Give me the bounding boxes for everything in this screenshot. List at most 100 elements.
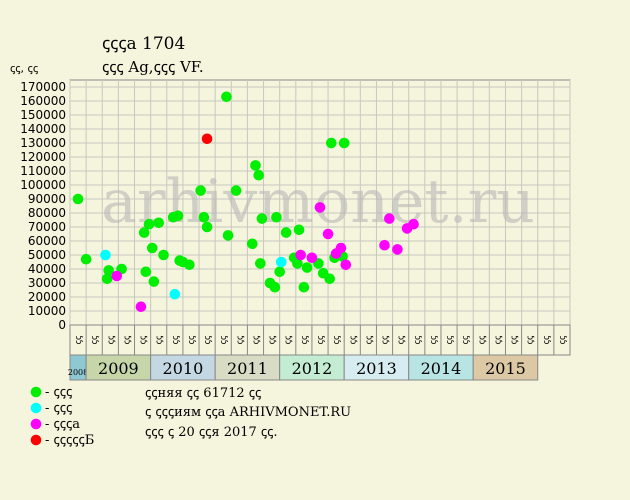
quarter-label: ꞔꞔ bbox=[445, 335, 455, 344]
quarter-label: ꞔꞔ bbox=[348, 335, 358, 344]
quarter-label: ꞔꞔ bbox=[139, 335, 149, 344]
data-point bbox=[100, 249, 111, 261]
data-point bbox=[271, 211, 282, 223]
year-label: 2011 bbox=[227, 359, 268, 378]
chart-subtitle: ꞔꞔꞔ Ag,ꞔꞔꞔ VF. bbox=[102, 58, 204, 76]
data-point bbox=[295, 249, 306, 261]
y-tick-label: 120000 bbox=[20, 150, 66, 164]
info-line-source: ꞔ ꞔꞔꞔиям ꞔꞔа ARHIVMONET.RU bbox=[145, 405, 351, 420]
year-cell bbox=[214, 354, 281, 381]
quarter-label: ꞔꞔ bbox=[461, 335, 471, 344]
y-tick-label: 130000 bbox=[20, 136, 66, 150]
data-point bbox=[80, 253, 92, 265]
data-point bbox=[408, 218, 419, 230]
data-point bbox=[301, 262, 313, 273]
legend-label: - ꞔꞔꞔꞔꞔБ bbox=[45, 433, 94, 448]
year-label: 2012 bbox=[292, 359, 333, 378]
data-point bbox=[143, 218, 155, 230]
legend-marker bbox=[30, 402, 42, 414]
data-point bbox=[379, 239, 390, 251]
x-axis: ꞔꞔ ꞔꞔ ꞔꞔ ꞔꞔ ꞔꞔ ꞔꞔ ꞔꞔ ꞔꞔ ꞔꞔ ꞔꞔ ꞔꞔ ꞔꞔ ꞔꞔ ꞔꞔ ꞔꞔ ꞔꞔ ꞔꞔ ꞔꞔ ꞔꞔ ꞔꞔ… bbox=[68, 324, 571, 381]
data-point bbox=[280, 227, 292, 238]
data-point bbox=[253, 169, 265, 181]
quarter-label: ꞔꞔ bbox=[74, 335, 84, 344]
quarter-label: ꞔꞔ bbox=[429, 335, 439, 344]
data-point bbox=[153, 217, 165, 229]
quarter-label: ꞔꞔ bbox=[558, 335, 568, 344]
y-tick-label: 0 bbox=[58, 318, 66, 332]
y-tick-label: 40000 bbox=[28, 262, 66, 276]
year-label: 2008 bbox=[68, 368, 88, 377]
data-point bbox=[293, 224, 305, 236]
quarter-label: ꞔꞔ bbox=[413, 335, 423, 344]
y-tick-label: 160000 bbox=[20, 94, 66, 108]
data-point bbox=[138, 227, 150, 238]
quarter-label: ꞔꞔ bbox=[219, 335, 229, 344]
y-tick-label: 20000 bbox=[28, 290, 66, 304]
year-label: 2014 bbox=[421, 359, 462, 378]
data-point bbox=[256, 213, 268, 224]
data-point bbox=[103, 265, 115, 276]
quarter-label: ꞔꞔ bbox=[155, 335, 165, 344]
legend-label: - ꞔꞔꞔ bbox=[45, 385, 72, 400]
data-point bbox=[324, 273, 335, 285]
info-line-date: ꞔꞔꞔ ꞔ 20 ꞔꞔя 2017 ꞔꞔ. bbox=[145, 425, 278, 440]
quarter-label: ꞔꞔ bbox=[106, 335, 116, 344]
data-point bbox=[340, 259, 352, 271]
data-point bbox=[172, 210, 184, 222]
data-point bbox=[275, 256, 287, 268]
quarter-label: ꞔꞔ bbox=[381, 335, 391, 344]
quarter-label: ꞔꞔ bbox=[284, 335, 294, 344]
quarter-label: ꞔꞔ bbox=[510, 335, 520, 344]
data-point bbox=[274, 266, 285, 278]
data-point bbox=[292, 258, 303, 269]
y-tick-label: 10000 bbox=[28, 304, 66, 318]
data-point bbox=[335, 242, 347, 254]
year-cell bbox=[472, 354, 539, 381]
quarter-label: ꞔꞔ bbox=[316, 335, 326, 344]
year-label: 2010 bbox=[163, 359, 204, 378]
data-point bbox=[338, 137, 350, 149]
quarter-label: ꞔꞔ bbox=[332, 335, 342, 344]
data-point bbox=[195, 185, 206, 196]
quarter-label: ꞔꞔ bbox=[235, 335, 245, 344]
info-line-avg: ꞔꞔняя ꞔꞔ 61712 ꞔꞔ bbox=[145, 386, 261, 401]
y-tick-label: 90000 bbox=[28, 192, 66, 206]
quarter-label: ꞔꞔ bbox=[526, 335, 536, 344]
quarter-label: ꞔꞔ bbox=[171, 335, 181, 344]
year-cell bbox=[85, 354, 152, 381]
y-tick-label: 110000 bbox=[20, 164, 66, 178]
data-point bbox=[135, 301, 147, 313]
quarter-label: ꞔꞔ bbox=[187, 335, 197, 344]
quarter-label: ꞔꞔ bbox=[251, 335, 261, 344]
data-point bbox=[101, 273, 113, 285]
quarter-row bbox=[69, 324, 571, 356]
data-point bbox=[198, 211, 210, 223]
data-point bbox=[146, 242, 158, 254]
y-tick-label: 80000 bbox=[28, 206, 66, 220]
data-point bbox=[169, 288, 181, 300]
y-tick-label: 30000 bbox=[28, 276, 66, 290]
year-cell bbox=[343, 354, 410, 381]
data-point bbox=[392, 244, 403, 255]
year-label: 2009 bbox=[98, 359, 139, 378]
quarter-label: ꞔꞔ bbox=[122, 335, 132, 344]
data-point bbox=[250, 160, 261, 171]
quarter-label: ꞔꞔ bbox=[90, 335, 100, 344]
data-point bbox=[230, 185, 242, 196]
quarter-label: ꞔꞔ bbox=[203, 335, 213, 344]
legend-label: - ꞔꞔꞔ bbox=[45, 401, 72, 416]
data-point bbox=[111, 270, 123, 282]
y-tick-label: 50000 bbox=[28, 248, 66, 262]
y-tick-label: 70000 bbox=[28, 220, 66, 234]
data-point bbox=[140, 266, 152, 278]
watermark: arhivmonet.ru bbox=[101, 167, 535, 237]
y-tick-label: 100000 bbox=[20, 178, 66, 192]
quarter-label: ꞔꞔ bbox=[477, 335, 487, 344]
legend-marker bbox=[30, 434, 42, 446]
legend-marker bbox=[30, 386, 42, 398]
data-point bbox=[306, 252, 318, 264]
data-point bbox=[314, 202, 326, 213]
data-point bbox=[298, 281, 310, 293]
legend: - ꞔꞔꞔ- ꞔꞔꞔ- ꞔꞔꞔа- ꞔꞔꞔꞔꞔБ bbox=[30, 385, 94, 448]
